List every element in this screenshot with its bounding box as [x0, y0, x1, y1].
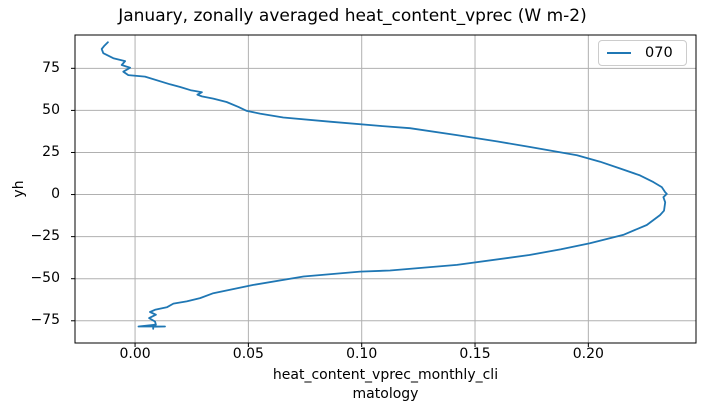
x-tick-label: 0.05: [232, 346, 264, 362]
y-tick-label: 50: [42, 101, 60, 118]
y-tick-label: −75: [30, 312, 60, 329]
y-axis-label: yh: [11, 180, 27, 198]
x-axis-label: heat_content_vprec_monthly_cli matology: [75, 366, 696, 404]
x-tick-label: 0.15: [459, 346, 491, 362]
y-tick-label: 75: [42, 59, 60, 76]
x-tick-label: 0.20: [572, 346, 604, 362]
y-tick-label: −50: [30, 270, 60, 287]
x-axis-label-line1: heat_content_vprec_monthly_cli: [272, 367, 499, 383]
legend-entry-label: 070: [645, 45, 673, 61]
x-axis-label-line2: matology: [352, 386, 419, 402]
chart-title: January, zonally averaged heat_content_v…: [118, 6, 587, 26]
axes-spines: [74, 34, 697, 344]
x-tick-label: 0.10: [346, 346, 378, 362]
y-tick-label: 25: [42, 143, 60, 160]
y-tick-label: 0: [51, 186, 60, 203]
legend-line-sample: [607, 52, 631, 54]
data-line-070: [100, 41, 668, 330]
y-tick-label: −25: [30, 228, 60, 245]
x-tick-label: 0.00: [119, 346, 151, 362]
legend: 070: [598, 40, 687, 66]
